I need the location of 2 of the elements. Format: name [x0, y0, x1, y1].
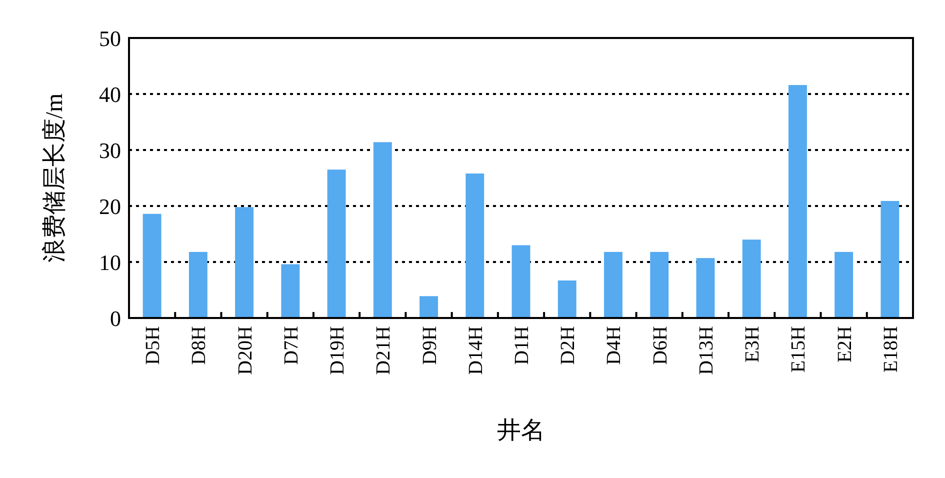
xlabel: 井名: [497, 418, 545, 444]
ylabel: 浪费储层长度/m: [42, 93, 68, 263]
